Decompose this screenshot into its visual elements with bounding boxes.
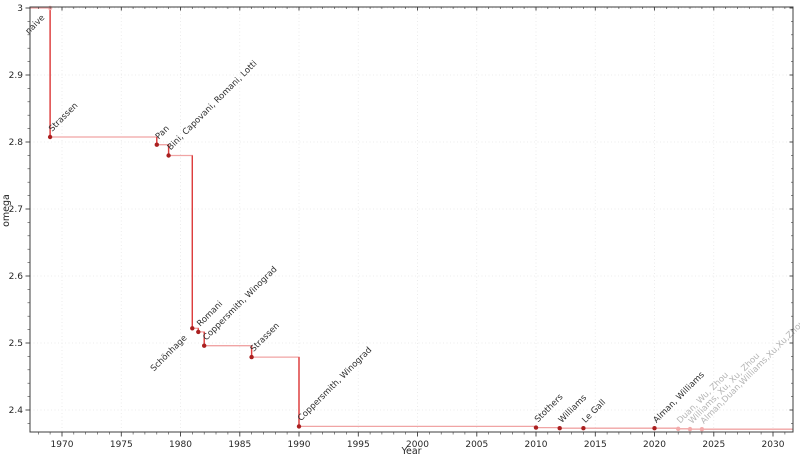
x-tick-label: 2030	[762, 440, 785, 450]
y-tick-label: 2.5	[9, 339, 23, 349]
y-tick-label: 2.9	[9, 71, 24, 81]
data-point	[581, 426, 586, 431]
y-tick-label: 2.4	[9, 406, 24, 416]
x-tick-label: 2005	[465, 440, 488, 450]
x-tick-label: 2015	[584, 440, 607, 450]
data-point	[687, 426, 693, 432]
data-point	[249, 354, 254, 360]
data-point	[533, 425, 539, 430]
x-tick-label: 1995	[347, 440, 370, 450]
data-point	[47, 134, 53, 140]
y-axis-title: omega	[0, 194, 12, 227]
y-tick-label: 2.7	[9, 205, 23, 215]
data-point-label: Strassen	[249, 321, 282, 354]
plot-frame	[29, 6, 794, 433]
x-tick-label: 2000	[406, 440, 429, 450]
data-point-label: Bini, Capovani, Romani, Lotti	[166, 59, 260, 153]
y-tick-label: 3	[17, 4, 23, 14]
data-point-label: Alman,Duan,Williams,Xu,Xu,Zhou	[699, 318, 800, 426]
data-point	[676, 426, 681, 431]
x-tick-label: 1990	[288, 440, 311, 450]
data-point	[190, 326, 195, 331]
data-point-label: Coppersmith, Winograd	[296, 345, 374, 423]
x-tick-label: 1985	[228, 440, 251, 450]
x-tick-label: 2010	[525, 440, 548, 450]
x-tick-label: 2020	[643, 440, 666, 450]
data-point	[652, 426, 657, 431]
x-tick-label: 1970	[51, 440, 74, 450]
data-point-label: Strassen	[47, 101, 80, 134]
x-tick-label: 1980	[169, 440, 192, 450]
data-point	[296, 424, 302, 429]
x-axis-title: Year	[401, 446, 422, 457]
data-point	[166, 153, 171, 158]
data-point	[202, 343, 207, 348]
data-point	[557, 426, 562, 431]
data-point-label: Schönhage	[149, 333, 189, 373]
data-point-label: Williams, Xu, Xu, Zhou	[687, 351, 762, 426]
data-point	[196, 329, 201, 335]
data-point	[154, 142, 159, 147]
x-tick-label: 1975	[110, 440, 133, 450]
x-tick-label: 2025	[702, 440, 725, 450]
y-tick-label: 2.8	[9, 138, 24, 148]
data-point	[699, 427, 705, 432]
y-tick-label: 2.6	[9, 272, 24, 282]
data-point-label: naive	[24, 13, 47, 36]
omega-step-line	[30, 7, 793, 430]
